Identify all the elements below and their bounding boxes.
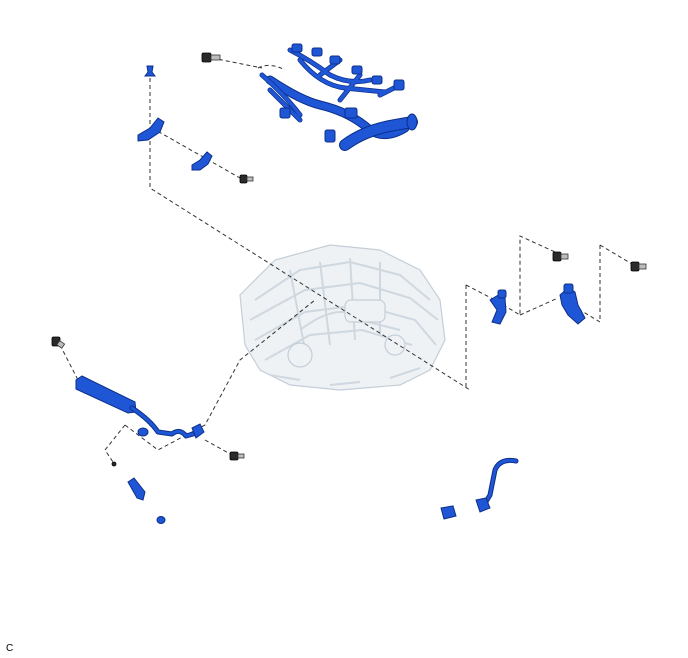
bolt-icon xyxy=(630,261,647,272)
harness-bracket-small xyxy=(191,151,213,171)
bolt-icon xyxy=(229,451,245,461)
engine-wire-harness xyxy=(257,43,418,151)
bolt-icon xyxy=(51,336,66,349)
leader-lines xyxy=(59,57,633,463)
leader-line-right xyxy=(465,235,633,390)
bolt-icon xyxy=(239,174,254,184)
engine-mount-bracket-large xyxy=(559,283,586,325)
leader-line-top-clip xyxy=(149,78,471,391)
bolt-icon xyxy=(201,52,221,63)
leader-line-left-bolt xyxy=(59,344,79,381)
bolt-icon xyxy=(552,251,569,262)
leader-line-left-rail xyxy=(124,299,316,451)
engine-assembly-ghost xyxy=(239,244,446,391)
fuel-delivery-pipe xyxy=(75,375,205,439)
clip-icon xyxy=(144,65,156,77)
figure-code-label: C xyxy=(6,643,14,654)
leader-line-left-clip xyxy=(104,424,126,463)
harness-bracket xyxy=(137,117,165,142)
clip-icon xyxy=(111,461,117,467)
leader-line-top-bracket xyxy=(151,127,241,179)
sensor-sub-harness xyxy=(440,457,519,520)
fuel-injector xyxy=(127,477,166,524)
engine-mount-bracket xyxy=(489,289,507,325)
leader-line-left-small-bolt xyxy=(204,439,233,456)
